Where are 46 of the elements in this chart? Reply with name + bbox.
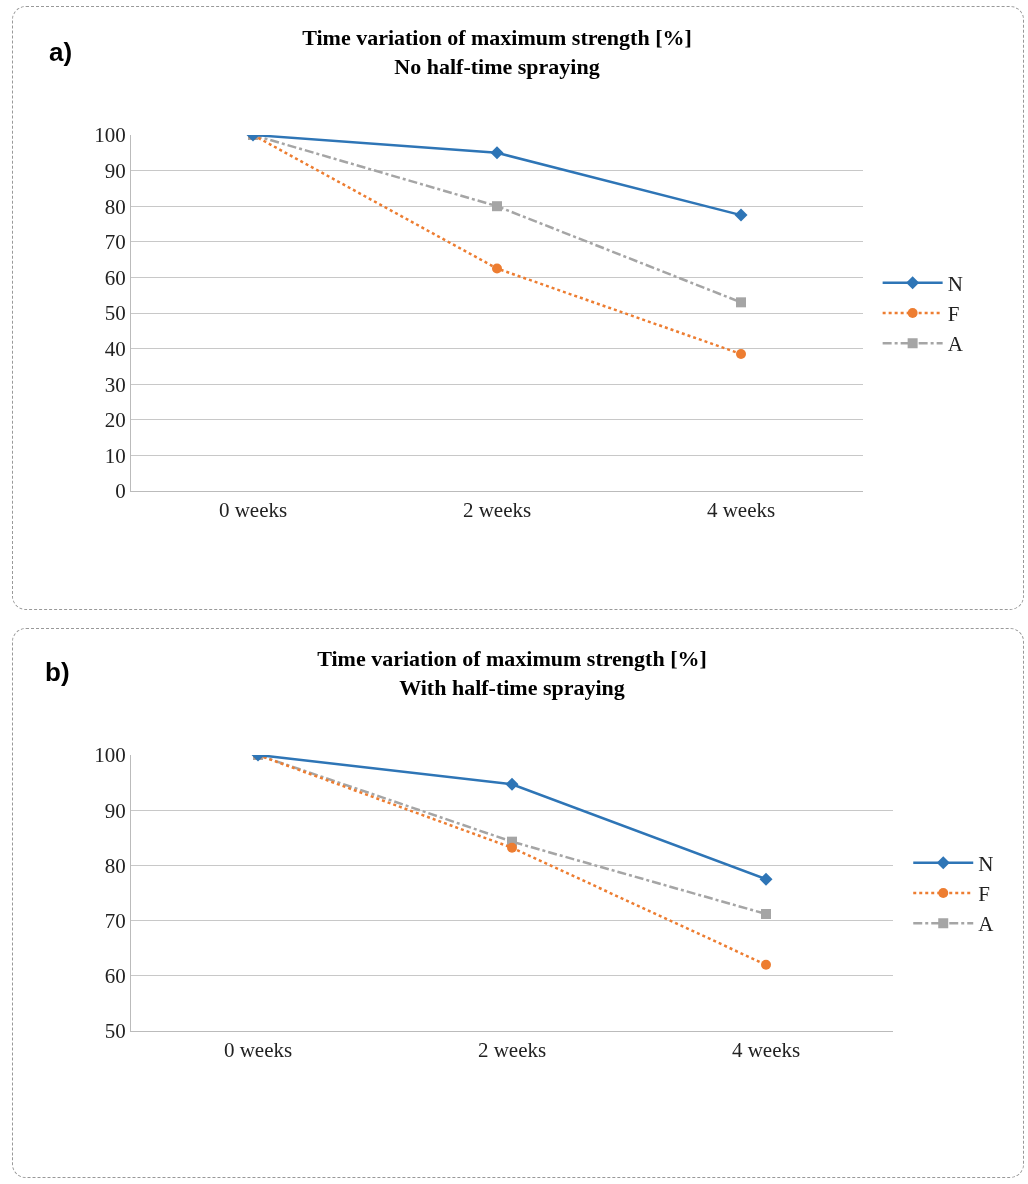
text: a) [49,37,73,67]
x-tick-label: 4 weeks [706,498,776,523]
chart-subtitle: No half-time spraying [394,53,600,79]
y-tick-label: 60 [104,265,126,290]
x-tick-label: 0 weeks [218,498,288,523]
legend-label: N [978,851,994,876]
chart-title: Time variation of maximum strength [%] [317,646,707,672]
point [492,263,502,274]
y-tick-label: 10 [104,443,126,468]
y-tick-label: 100 [94,123,126,148]
y-tick-label: 50 [104,1019,126,1044]
y-tick-label: 70 [104,230,126,255]
y-tick-label: 40 [104,336,126,361]
text: b) [45,657,70,687]
x-tick-label: 4 weeks [731,1038,801,1063]
point [505,777,519,791]
y-tick-label: 20 [104,408,126,433]
point [734,208,748,222]
point [736,348,746,359]
legend-label: F [978,882,990,907]
point [492,201,502,212]
y-tick-label: 100 [94,743,126,768]
y-tick-label: 70 [104,908,126,933]
legend-label: A [978,912,995,937]
legend-label: N [947,271,963,296]
x-tick-label: 2 weeks [477,1038,547,1063]
legend-label: A [947,332,964,357]
legend-label: F [947,302,960,327]
point [759,872,773,886]
chart-subtitle: With half-time spraying [399,674,625,700]
chart-title: Time variation of maximum strength [%] [302,25,692,51]
x-tick-label: 2 weeks [462,498,532,523]
y-tick-label: 80 [104,194,126,219]
y-tick-label: 0 [115,479,126,504]
point [507,842,517,853]
y-tick-label: 60 [104,964,126,989]
y-tick-label: 90 [104,158,126,183]
point [761,908,771,919]
y-tick-label: 30 [104,372,126,397]
y-tick-label: 80 [104,853,126,878]
y-tick-label: 50 [104,301,126,326]
point [736,297,746,308]
point [761,959,771,970]
y-tick-label: 90 [104,798,126,823]
point [490,146,504,160]
x-tick-label: 0 weeks [223,1038,293,1063]
